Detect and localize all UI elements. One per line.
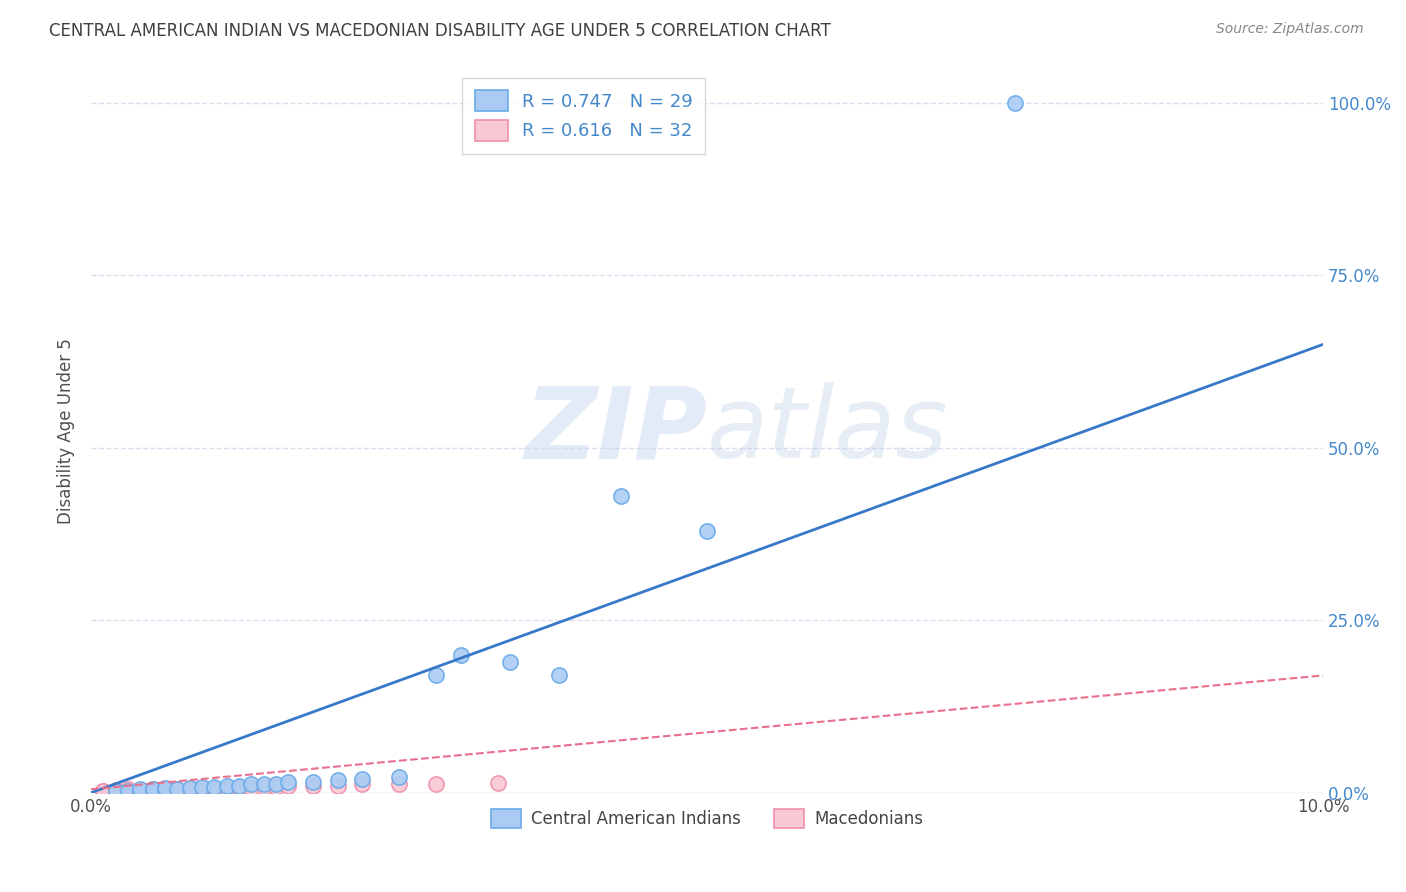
Point xyxy=(240,777,263,791)
Point xyxy=(240,780,263,795)
Text: CENTRAL AMERICAN INDIAN VS MACEDONIAN DISABILITY AGE UNDER 5 CORRELATION CHART: CENTRAL AMERICAN INDIAN VS MACEDONIAN DI… xyxy=(49,22,831,40)
Point xyxy=(277,780,299,794)
Point xyxy=(548,668,571,682)
Point xyxy=(153,780,176,795)
Point xyxy=(117,783,139,797)
Point xyxy=(425,668,447,682)
Point xyxy=(610,489,633,503)
Point xyxy=(142,783,165,797)
Text: atlas: atlas xyxy=(707,382,949,479)
Point xyxy=(117,782,139,797)
Point xyxy=(153,782,176,797)
Point xyxy=(499,655,522,669)
Point xyxy=(264,777,287,791)
Point xyxy=(104,783,127,797)
Point xyxy=(129,783,152,797)
Point xyxy=(179,783,201,797)
Point xyxy=(486,776,509,790)
Point xyxy=(179,781,201,796)
Point xyxy=(117,783,139,797)
Point xyxy=(191,780,214,795)
Point xyxy=(202,782,225,797)
Point xyxy=(277,775,299,789)
Point xyxy=(191,780,214,794)
Point xyxy=(104,784,127,798)
Point xyxy=(215,781,238,796)
Text: Source: ZipAtlas.com: Source: ZipAtlas.com xyxy=(1216,22,1364,37)
Point xyxy=(352,772,374,786)
Point xyxy=(166,781,188,796)
Point xyxy=(696,524,718,538)
Point xyxy=(352,777,374,791)
Y-axis label: Disability Age Under 5: Disability Age Under 5 xyxy=(58,338,75,524)
Point xyxy=(450,648,472,662)
Point xyxy=(166,781,188,796)
Point xyxy=(228,779,250,793)
Text: ZIP: ZIP xyxy=(524,382,707,479)
Point xyxy=(202,780,225,794)
Legend: Central American Indians, Macedonians: Central American Indians, Macedonians xyxy=(485,803,929,835)
Point xyxy=(153,782,176,797)
Point xyxy=(104,784,127,798)
Point xyxy=(142,782,165,797)
Point xyxy=(326,779,349,793)
Point xyxy=(326,773,349,788)
Point xyxy=(253,777,276,791)
Point xyxy=(117,784,139,798)
Point xyxy=(302,774,325,789)
Point xyxy=(388,777,411,791)
Point xyxy=(129,782,152,797)
Point xyxy=(191,782,214,797)
Point xyxy=(142,783,165,797)
Point xyxy=(153,783,176,797)
Point xyxy=(215,779,238,793)
Point xyxy=(425,777,447,791)
Point xyxy=(1004,95,1026,110)
Point xyxy=(129,783,152,797)
Point xyxy=(179,780,201,795)
Point xyxy=(228,780,250,795)
Point xyxy=(264,780,287,794)
Point xyxy=(93,783,115,797)
Point xyxy=(302,779,325,793)
Point xyxy=(93,784,115,798)
Point xyxy=(166,783,188,797)
Point xyxy=(142,781,165,796)
Point xyxy=(129,783,152,797)
Point xyxy=(253,780,276,794)
Point xyxy=(388,771,411,785)
